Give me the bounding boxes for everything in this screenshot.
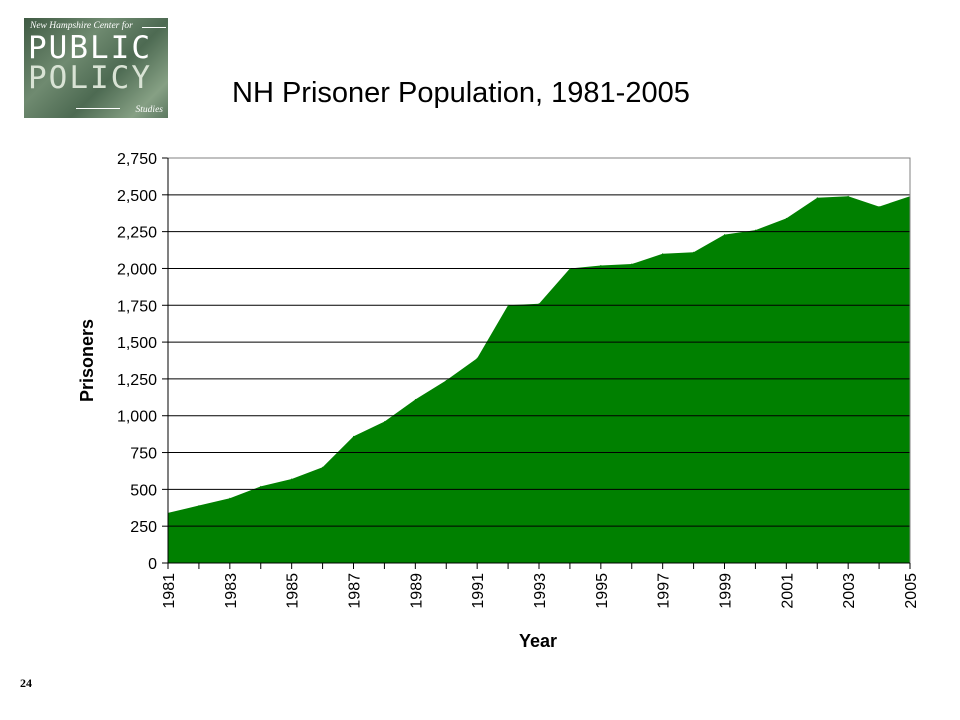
x-tick-label: 1981 [161, 573, 178, 609]
logo-org-line: New Hampshire Center for [30, 21, 133, 31]
x-tick-label: 1993 [532, 573, 549, 609]
x-tick-label: 2005 [903, 573, 920, 609]
x-tick-label: 1985 [285, 573, 302, 609]
x-tick-label: 1987 [347, 573, 364, 609]
data-point [847, 195, 849, 197]
data-point [445, 379, 447, 381]
y-tick-label: 2,750 [117, 151, 157, 168]
y-axis-title: Prisoners [77, 319, 97, 402]
data-point [569, 267, 571, 269]
x-tick-label: 1997 [656, 573, 673, 609]
y-tick-label: 2,500 [117, 188, 157, 205]
data-point [507, 304, 509, 306]
x-tick-label: 1989 [408, 573, 425, 609]
y-tick-label: 0 [148, 556, 157, 573]
x-tick-label: 1991 [470, 573, 487, 609]
y-tick-label: 1,750 [117, 298, 157, 315]
logo-rule-bottom [76, 108, 120, 109]
y-tick-label: 2,000 [117, 261, 157, 278]
data-point [662, 253, 664, 255]
x-axis-title: Year [519, 631, 557, 651]
data-point [754, 229, 756, 231]
x-tick-label: 2003 [841, 573, 858, 609]
logo-word-policy: POLICY [28, 60, 152, 96]
logo-rule-top [142, 27, 166, 28]
data-point [260, 485, 262, 487]
data-point [631, 263, 633, 265]
data-point [724, 234, 725, 236]
logo-word-public: PUBLIC [28, 30, 152, 66]
logo-word-studies: Studies [135, 105, 163, 115]
x-tick-label: 1995 [594, 573, 611, 609]
data-point [816, 197, 818, 199]
x-tick-label: 1999 [718, 573, 735, 609]
prisoners-area [168, 196, 910, 564]
y-tick-label: 1,000 [117, 409, 157, 426]
chart-title: NH Prisoner Population, 1981-2005 [232, 77, 690, 109]
y-tick-label: 2,250 [117, 225, 157, 242]
data-point [476, 357, 478, 359]
center-logo: New Hampshire Center for PUBLIC POLICY S… [24, 18, 168, 118]
y-tick-label: 1,250 [117, 372, 157, 389]
data-point [198, 505, 200, 507]
page-number: 24 [20, 676, 32, 690]
data-point [322, 466, 324, 468]
y-tick-label: 750 [130, 446, 157, 463]
x-tick-label: 2001 [779, 573, 796, 609]
data-point [383, 421, 385, 423]
data-point [353, 435, 354, 437]
data-point [693, 251, 695, 253]
y-tick-label: 250 [130, 519, 157, 536]
data-point [878, 206, 880, 208]
data-point [600, 265, 602, 267]
data-point [229, 497, 231, 499]
y-tick-label: 500 [130, 482, 157, 499]
data-point [291, 478, 293, 480]
data-point [785, 217, 787, 219]
data-point [414, 399, 416, 401]
y-tick-label: 1,500 [117, 335, 157, 352]
data-point [538, 303, 540, 305]
x-tick-label: 1983 [223, 573, 240, 609]
